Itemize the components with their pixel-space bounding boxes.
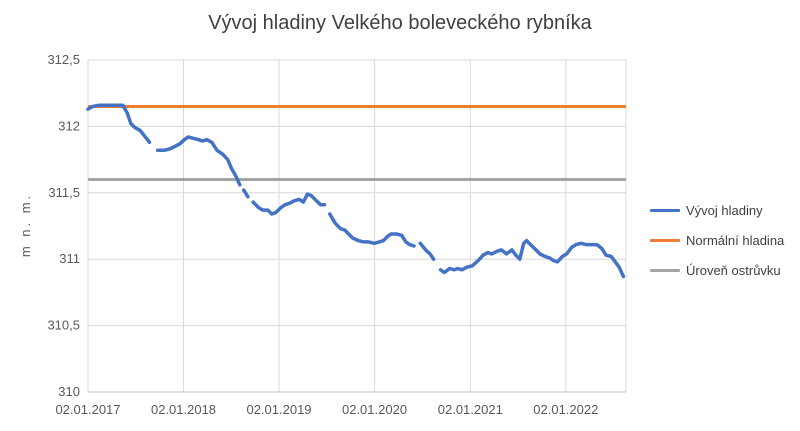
x-tick-label: 02.01.2019 [246, 402, 311, 417]
x-tick-label: 02.01.2020 [342, 402, 407, 417]
legend-label-island-level: Úroveň ostrůvku [686, 262, 781, 278]
y-tick-label: 312,5 [47, 52, 80, 67]
y-tick-label: 311,5 [48, 185, 80, 200]
series-line-segment [251, 192, 327, 216]
series-line-segment [418, 241, 436, 261]
y-tick-label: 310 [58, 384, 80, 399]
y-tick-label: 311 [59, 251, 80, 266]
y-tick-label: 310,5 [47, 318, 80, 333]
chart-title: Vývoj hladiny Velkého boleveckého rybník… [208, 12, 592, 34]
series-layer [86, 103, 626, 279]
legend-label-normal-level: Normální hladina [686, 232, 785, 248]
series-line-segment [86, 103, 152, 145]
legend-swatch-normal-level [650, 238, 680, 242]
x-tick-label: 02.01.2017 [55, 402, 120, 417]
grid-layer [87, 59, 627, 393]
x-tick-label: 02.01.2018 [151, 402, 216, 417]
series-line-segment [155, 135, 242, 187]
y-tick-label: 312 [58, 118, 80, 133]
legend-swatch-water-level [650, 208, 680, 212]
legend-item-normal-level: Normální hladina [650, 225, 800, 255]
legend-item-water-level: Vývoj hladiny [650, 195, 800, 225]
series-line-segment [241, 188, 250, 199]
y-axis-label: m n. m. [18, 193, 33, 257]
reference-lines [88, 104, 626, 182]
series-line-segment [328, 212, 416, 248]
x-tick-label: 02.01.2021 [438, 402, 503, 417]
legend-swatch-island-level [650, 268, 680, 272]
legend-label-water-level: Vývoj hladiny [686, 202, 763, 218]
axis-layer: 310 310,5 311 311,5 312 312,5 02.01.2017 02.01.… [47, 52, 626, 417]
legend-item-island-level: Úroveň ostrůvku [650, 255, 800, 285]
x-tick-label: 02.01.2022 [533, 402, 598, 417]
series-line-segment [438, 238, 626, 279]
legend: Vývoj hladiny Normální hladina Úroveň os… [650, 195, 800, 285]
